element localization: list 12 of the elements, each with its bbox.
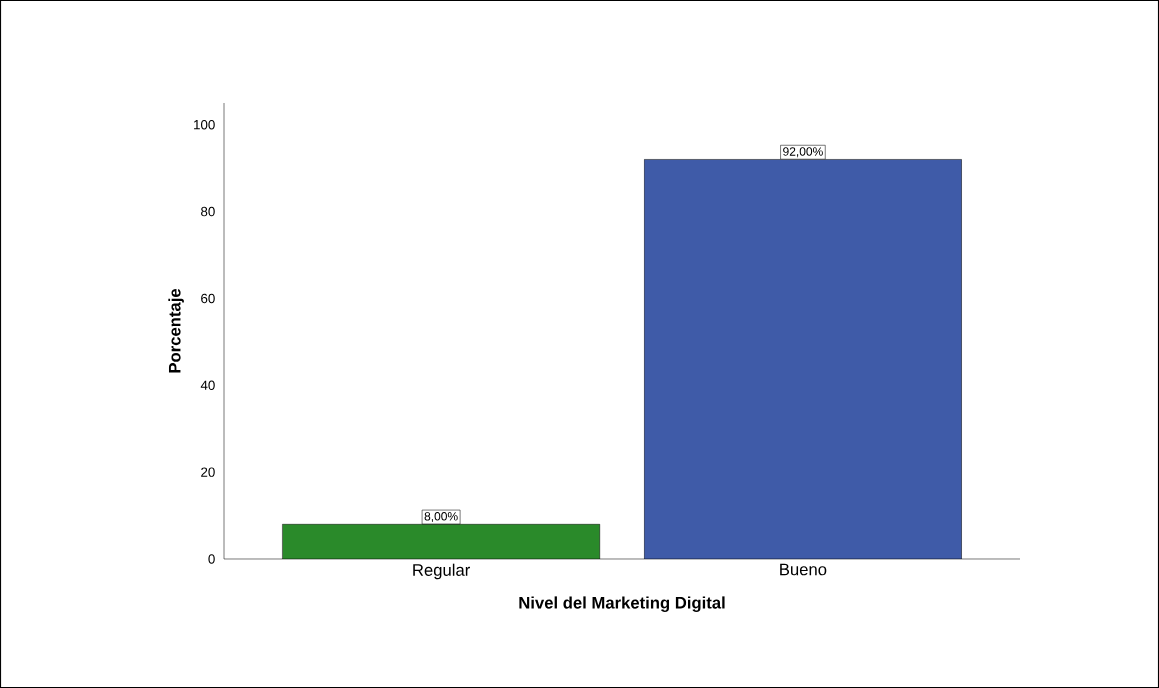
y-tick-label: 60 bbox=[201, 293, 215, 304]
x-tick-label: Bueno bbox=[780, 563, 827, 576]
y-tick-label: 80 bbox=[201, 206, 215, 217]
x-axis-title: Nivel del Marketing Digital bbox=[519, 596, 725, 612]
y-tick-label: 100 bbox=[194, 119, 215, 130]
y-axis-title: Porcentaje bbox=[168, 288, 184, 373]
data-label: 8,00% bbox=[424, 512, 458, 522]
data-label: 92,00% bbox=[783, 147, 823, 158]
x-tick-label: Regular bbox=[413, 563, 470, 580]
y-tick-label: 20 bbox=[201, 467, 215, 477]
y-tick-label: 40 bbox=[200, 380, 215, 390]
y-tick-label: 0 bbox=[208, 554, 215, 564]
